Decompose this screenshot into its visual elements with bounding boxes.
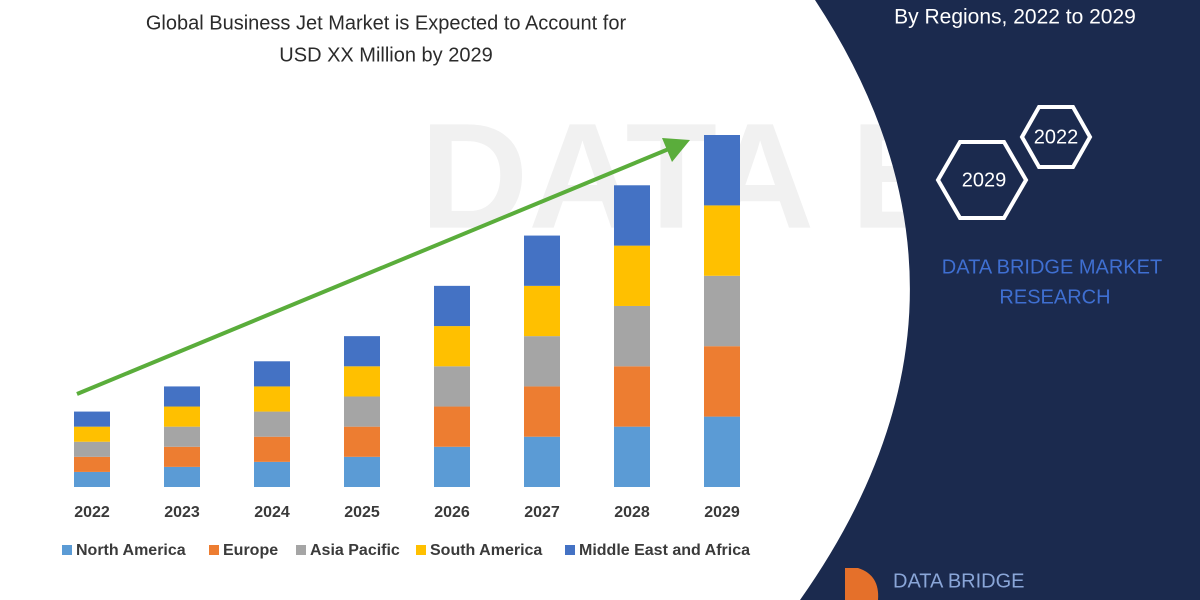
bar-segment — [614, 185, 650, 246]
hexagon — [1019, 105, 1093, 169]
bar-segment — [434, 406, 470, 447]
x-tick-label: 2029 — [704, 504, 740, 521]
bar-segment — [614, 366, 650, 427]
brand-text: DATA BRIDGE MARKET — [942, 256, 1162, 278]
bar-segment — [614, 245, 650, 306]
legend: North America Europe Asia Pacific South Ame… — [62, 542, 750, 559]
logo-text: DATA BRIDGE — [893, 570, 1025, 592]
legend-swatch — [565, 545, 575, 555]
bar-segment — [254, 436, 290, 462]
bar-segment — [434, 366, 470, 407]
x-tick-label: 2024 — [254, 504, 290, 521]
bar-segment — [254, 411, 290, 437]
bar-segment — [254, 386, 290, 412]
x-tick-label: 2023 — [164, 504, 200, 521]
legend-swatch — [209, 545, 219, 555]
bar-segment — [704, 346, 740, 417]
brand-text: RESEARCH — [999, 286, 1110, 308]
chart-title: Global Business Jet Market is Expected t… — [146, 12, 627, 34]
bar-segment — [74, 456, 110, 472]
bar-segment — [164, 406, 200, 427]
bar-segment — [164, 386, 200, 407]
logo-mark — [845, 568, 879, 600]
chart-title: USD XX Million by 2029 — [279, 44, 492, 66]
bar-segment — [524, 235, 560, 286]
bar-segment — [434, 446, 470, 487]
legend-swatch — [416, 545, 426, 555]
badge-label: 2029 — [962, 169, 1007, 191]
legend-label: North America — [76, 542, 186, 559]
arrow-head — [662, 138, 690, 162]
bar-segment — [164, 426, 200, 447]
badge-label: 2022 — [1034, 126, 1079, 148]
bar-segment — [74, 426, 110, 442]
legend-swatch — [296, 545, 306, 555]
bar-segment — [434, 326, 470, 367]
plot-area: 2022 2023 2024 2025 2026 2027 2028 2029 — [74, 135, 740, 521]
bar-segment — [614, 305, 650, 367]
bar-segment — [74, 441, 110, 457]
legend-label: South America — [430, 542, 542, 559]
bar-segment — [704, 275, 740, 347]
bar-segment — [704, 416, 740, 487]
legend-label: Middle East and Africa — [579, 542, 750, 559]
bar-segment — [164, 466, 200, 487]
bar-segment — [704, 205, 740, 276]
bar-segment — [524, 436, 560, 487]
legend-label: Europe — [223, 542, 278, 559]
bar-segment — [344, 366, 380, 397]
bar-segment — [74, 471, 110, 487]
legend-label: Asia Pacific — [310, 542, 400, 559]
bar-segment — [344, 426, 380, 457]
bar-segment — [704, 135, 740, 206]
x-tick-label: 2027 — [524, 504, 560, 521]
x-tick-label: 2028 — [614, 504, 650, 521]
bar-segment — [74, 411, 110, 427]
x-tick-label: 2025 — [344, 504, 380, 521]
bar-segment — [434, 285, 470, 327]
legend-swatch — [62, 545, 72, 555]
bar-segment — [344, 336, 380, 367]
x-tick-label: 2022 — [74, 504, 110, 521]
bar-segment — [254, 461, 290, 487]
bar-segment — [524, 285, 560, 337]
bar-segment — [344, 396, 380, 427]
hexagon — [935, 140, 1029, 220]
bar-segment — [254, 361, 290, 387]
bar-segment — [344, 456, 380, 487]
x-tick-label: 2026 — [434, 504, 470, 521]
bar-segment — [164, 446, 200, 467]
bar-segment — [614, 426, 650, 487]
side-panel — [800, 0, 1200, 600]
bar-segment — [524, 386, 560, 437]
trend-arrow — [76, 144, 677, 396]
subtitle: By Regions, 2022 to 2029 — [894, 6, 1136, 29]
bar-segment — [524, 336, 560, 387]
